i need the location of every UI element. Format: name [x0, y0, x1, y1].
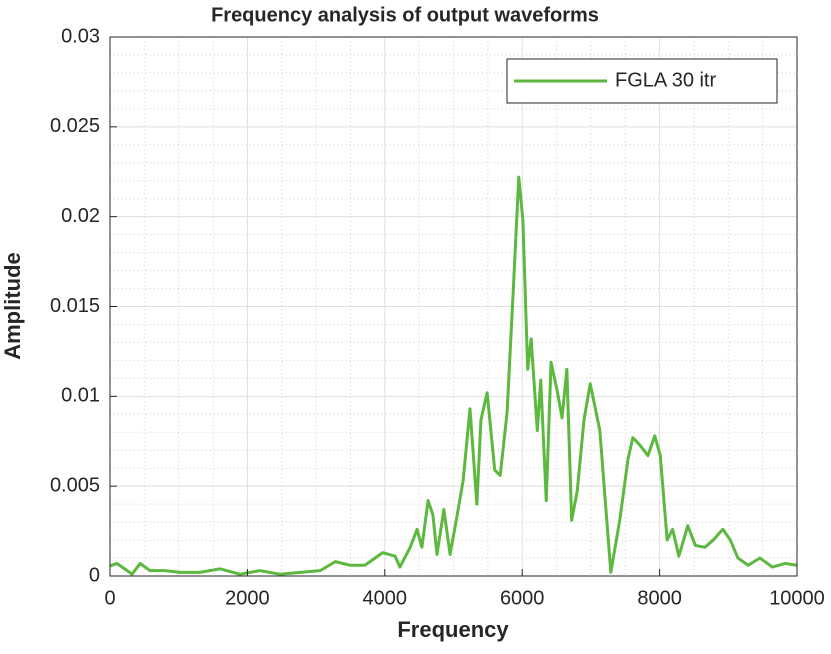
data-line [109, 175, 798, 576]
x-axis-label: Frequency [397, 617, 509, 642]
x-tick-label: 10000 [769, 587, 825, 609]
y-tick-label: 0.005 [50, 474, 100, 496]
x-tick-label: 0 [104, 587, 115, 609]
y-tick-label: 0.01 [61, 385, 100, 407]
legend-label: FGLA 30 itr [615, 69, 716, 91]
x-tick-label: 2000 [225, 587, 270, 609]
y-tick-label: 0.015 [50, 295, 100, 317]
plot [109, 175, 798, 576]
chart-title: Frequency analysis of output waveforms [211, 4, 599, 26]
y-tick-label: 0 [89, 564, 100, 586]
y-tick-label: 0.025 [50, 115, 100, 137]
y-tick-label: 0.02 [61, 205, 100, 227]
y-axis-label: Amplitude [0, 252, 25, 360]
legend: FGLA 30 itr [506, 58, 778, 104]
x-tick-label: 8000 [637, 587, 682, 609]
x-tick-label: 6000 [500, 587, 545, 609]
x-tick-label: 4000 [363, 587, 408, 609]
y-tick-label: 0.03 [61, 25, 100, 47]
